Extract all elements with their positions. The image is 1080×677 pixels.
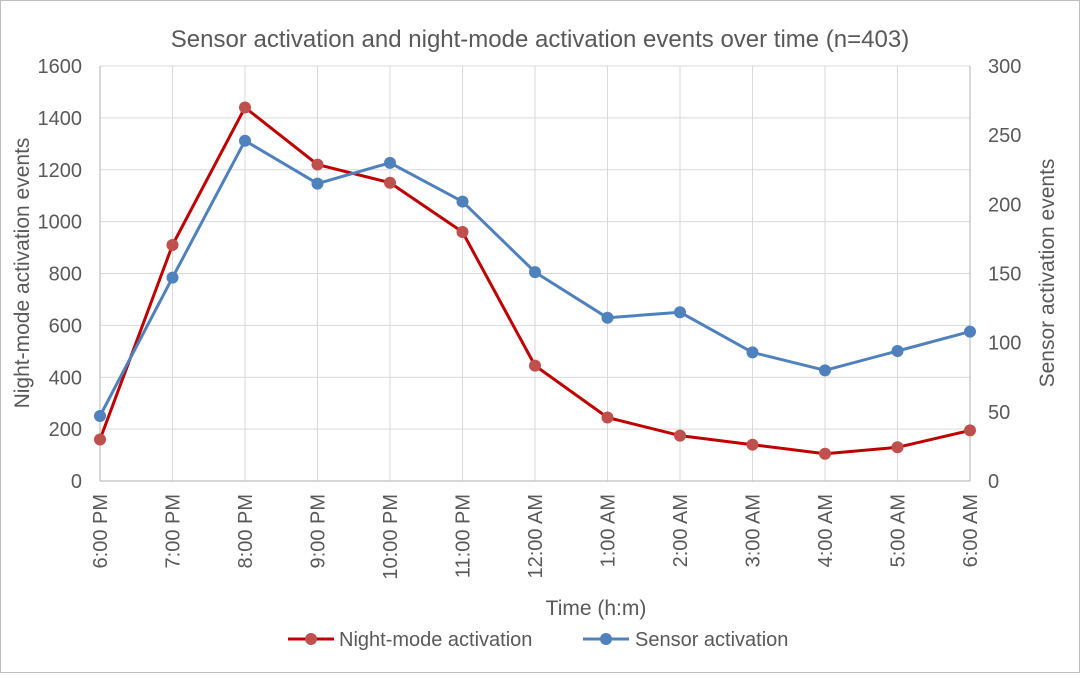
x-tick-label: 6:00 PM (90, 494, 112, 568)
y-left-tick-label: 400 (49, 367, 82, 389)
y-right-tick-label: 100 (988, 333, 1021, 355)
data-point-sensor (239, 134, 251, 147)
x-tick-label: 6:00 AM (960, 494, 982, 567)
y-right-tick-label: 50 (988, 402, 1010, 424)
y-right-tick-label: 200 (988, 194, 1021, 216)
data-point-sensor (601, 311, 614, 324)
y-axis-right-label: Sensor activation events (1036, 159, 1059, 388)
x-tick-label: 2:00 AM (670, 494, 692, 567)
y-right-tick-label: 0 (988, 471, 999, 493)
legend-night-mode-label: Night-mode activation (339, 629, 532, 651)
x-tick-label: 1:00 AM (598, 494, 620, 567)
x-tick-label: 9:00 PM (308, 494, 330, 568)
chart-title: Sensor activation and night-mode activat… (171, 26, 909, 53)
data-point-sensor (94, 409, 106, 422)
data-point-night-mode (819, 447, 831, 460)
series-points (94, 101, 976, 460)
data-point-sensor (456, 195, 469, 208)
y-right-tick-label: 300 (988, 56, 1021, 78)
tick-labels: 0 200 400 600 800 1000 1200 1400 1600 0 50 100 150 20… (38, 56, 1022, 580)
data-point-night-mode (601, 411, 614, 424)
data-point-night-mode (94, 433, 106, 446)
legend-sensor-label: Sensor activation (635, 629, 788, 651)
data-point-sensor (674, 306, 686, 319)
y-right-tick-label: 250 (988, 125, 1021, 147)
legend-night-mode-marker (305, 633, 317, 645)
x-tick-label: 4:00 AM (815, 494, 837, 567)
data-point-sensor (166, 271, 179, 284)
data-point-sensor (819, 364, 831, 377)
x-tick-label: 5:00 AM (888, 494, 910, 567)
data-point-night-mode (384, 176, 396, 189)
data-point-sensor (529, 266, 541, 279)
y-left-tick-label: 0 (71, 471, 82, 493)
data-point-night-mode (529, 359, 541, 372)
data-point-sensor (311, 177, 324, 190)
y-left-tick-label: 1200 (38, 160, 83, 182)
x-tick-label: 10:00 PM (380, 494, 402, 580)
data-point-night-mode (239, 101, 251, 114)
legend: Night-mode activation Sensor activation (288, 629, 788, 651)
x-axis-label: Time (h:m) (546, 597, 647, 620)
y-right-tick-label: 150 (988, 264, 1021, 286)
data-point-sensor (964, 325, 976, 338)
y-axis-left-label: Night-mode activation events (11, 138, 34, 409)
y-left-tick-label: 600 (49, 315, 82, 337)
y-left-tick-label: 200 (49, 419, 82, 441)
y-left-tick-label: 1600 (38, 56, 83, 78)
legend-sensor-marker (600, 633, 612, 645)
data-point-sensor (746, 346, 759, 359)
y-left-tick-label: 1000 (38, 212, 83, 234)
x-tick-label: 8:00 PM (235, 494, 257, 568)
data-point-night-mode (456, 226, 469, 238)
data-point-sensor (384, 156, 396, 169)
data-point-sensor (891, 344, 904, 357)
x-tick-label: 12:00 AM (525, 494, 547, 579)
x-tick-label: 3:00 AM (743, 494, 765, 567)
y-left-tick-label: 800 (49, 264, 82, 286)
y-left-tick-label: 1400 (38, 108, 83, 130)
data-point-night-mode (891, 441, 904, 454)
data-point-night-mode (964, 424, 976, 437)
x-tick-label: 7:00 PM (163, 494, 185, 568)
data-point-night-mode (746, 438, 759, 451)
data-point-night-mode (311, 158, 324, 171)
data-point-night-mode (166, 238, 179, 251)
x-tick-label: 11:00 PM (453, 494, 475, 578)
data-point-night-mode (674, 429, 686, 442)
